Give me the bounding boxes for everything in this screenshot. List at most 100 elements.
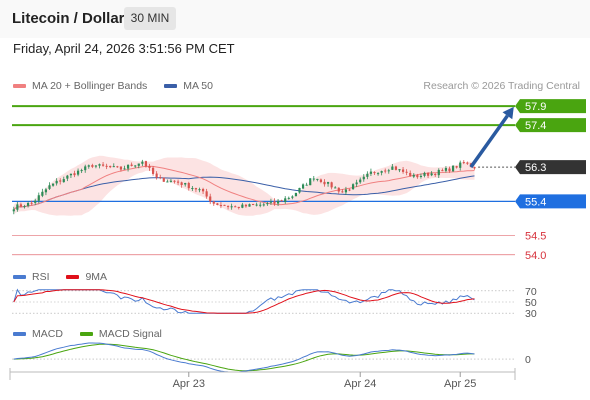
candle-body <box>348 189 351 191</box>
resistance-level-tag <box>515 99 586 114</box>
candle-body <box>116 166 119 168</box>
candle-body <box>255 204 258 206</box>
candle-body <box>391 166 394 170</box>
candle-body <box>373 172 376 174</box>
candle-body <box>126 164 130 169</box>
candle-body <box>466 162 469 164</box>
candle-body <box>173 180 176 182</box>
support-level-tag <box>515 194 586 209</box>
rsi-legend: RSI 9MA <box>13 271 107 283</box>
candle-body <box>69 173 73 176</box>
candle-body <box>91 165 94 167</box>
timeframe-button[interactable]: 30 MIN <box>124 7 176 30</box>
current-level-label: 56.3 <box>525 162 546 174</box>
rsi-tick-label: 30 <box>525 308 537 320</box>
candle-body <box>437 169 440 176</box>
target-level-label: 54.5 <box>525 231 546 243</box>
candle-body <box>430 173 433 176</box>
candle-body <box>187 183 190 189</box>
candle-body <box>237 206 240 208</box>
candle-body <box>151 167 155 174</box>
candle-body <box>12 209 15 212</box>
chart-header: Litecoin / Dollar 30 MIN <box>0 0 590 38</box>
candle-body <box>337 187 340 192</box>
candle-body <box>423 172 426 176</box>
ma50-line <box>13 175 475 210</box>
candle-body <box>416 175 419 178</box>
candle-body <box>94 165 98 167</box>
candle-body <box>266 203 269 205</box>
macd-signal-swatch <box>79 332 93 337</box>
candle-body <box>16 204 19 210</box>
candle-body <box>212 201 215 204</box>
ma20-swatch <box>13 84 26 89</box>
candle-body <box>351 184 355 190</box>
macd-legend-label: MACD <box>32 328 63 340</box>
ma50-swatch <box>164 84 178 89</box>
candle-body <box>316 178 319 180</box>
candle-body <box>76 170 80 175</box>
macd-line <box>13 342 475 373</box>
candle-body <box>262 204 265 206</box>
macd-swatch <box>13 332 26 337</box>
candle-body <box>62 179 65 183</box>
rsi-tick-label: 70 <box>525 286 537 298</box>
candle-body <box>355 182 358 185</box>
candle-body <box>191 188 194 190</box>
candle-body <box>326 181 330 184</box>
candle-body <box>301 184 305 189</box>
candle-body <box>473 166 476 169</box>
candle-body <box>162 177 165 182</box>
candle-body <box>384 170 387 172</box>
candle-body <box>244 204 248 207</box>
candle-body <box>148 166 151 168</box>
candle-body <box>26 202 30 206</box>
candle-body <box>312 178 315 180</box>
macd-signal-line <box>13 343 475 372</box>
candle-body <box>319 179 323 182</box>
candle-body <box>419 175 423 178</box>
candle-body <box>444 167 448 171</box>
candle-body <box>137 163 140 166</box>
candle-body <box>330 182 333 188</box>
macd-legend: MACD MACD Signal <box>13 328 162 340</box>
candle-body <box>376 173 380 175</box>
candle-body <box>166 181 169 183</box>
rsi-line <box>13 288 475 314</box>
candle-body <box>119 166 123 170</box>
candle-body <box>280 200 283 202</box>
candle-body <box>48 185 51 189</box>
datetime-label: Friday, April 24, 2026 3:51:56 PM CET <box>13 41 235 56</box>
candle-body <box>101 164 105 166</box>
candle-body <box>73 173 76 176</box>
candle-body <box>130 164 133 166</box>
candle-body <box>459 162 462 168</box>
forecast-arrow-head <box>502 106 514 120</box>
candle-body <box>366 173 369 177</box>
candle-body <box>180 182 183 185</box>
candle-body <box>226 206 230 208</box>
candle-body <box>84 166 87 171</box>
candle-body <box>59 180 62 182</box>
candle-body <box>309 178 312 186</box>
candle-body <box>455 166 458 168</box>
candle-body <box>155 173 158 178</box>
candle-body <box>426 172 430 176</box>
candle-body <box>123 168 126 170</box>
candle-body <box>434 173 437 176</box>
candle-body <box>409 172 412 177</box>
candle-body <box>112 166 115 168</box>
ma20-legend-label: MA 20 + Bollinger Bands <box>32 80 148 92</box>
candle-body <box>284 198 287 202</box>
candle-body <box>51 183 55 186</box>
candle-body <box>30 202 33 204</box>
resistance-level-tag <box>515 118 586 133</box>
candle-body <box>23 206 26 208</box>
candle-body <box>216 203 219 205</box>
candle-body <box>80 170 83 172</box>
support-level-label: 55.4 <box>525 196 546 208</box>
candle-body <box>55 180 58 184</box>
ma20-line <box>13 165 475 210</box>
candle-body <box>209 196 212 202</box>
candle-body <box>448 168 451 172</box>
